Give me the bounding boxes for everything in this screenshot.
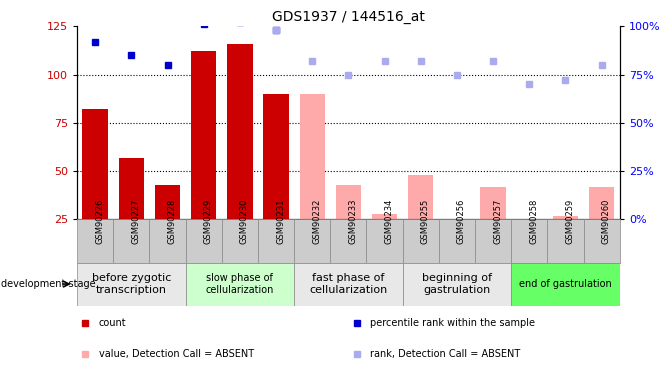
Bar	[372, 214, 397, 219]
Bar	[511, 219, 547, 262]
Bar	[263, 94, 289, 219]
Bar	[584, 219, 620, 262]
Text: GSM90255: GSM90255	[421, 199, 429, 244]
Bar	[403, 219, 439, 262]
Bar	[366, 219, 403, 262]
Bar	[82, 109, 108, 219]
Bar	[119, 158, 144, 219]
Bar	[336, 184, 361, 219]
Bar	[149, 219, 186, 262]
Text: development stage: development stage	[1, 279, 96, 289]
Bar	[439, 219, 475, 262]
Bar	[155, 184, 180, 219]
Text: GSM90234: GSM90234	[385, 199, 393, 244]
Text: beginning of
gastrulation: beginning of gastrulation	[422, 273, 492, 295]
Text: GSM90259: GSM90259	[565, 199, 574, 244]
Bar	[186, 219, 222, 262]
Text: GSM90229: GSM90229	[204, 199, 212, 244]
Bar	[113, 219, 149, 262]
Bar	[511, 262, 620, 306]
Text: GSM90233: GSM90233	[348, 199, 357, 244]
Bar	[186, 262, 294, 306]
Text: GSM90226: GSM90226	[95, 199, 104, 244]
Text: GSM90232: GSM90232	[312, 199, 321, 244]
Bar	[403, 262, 511, 306]
Bar	[258, 219, 294, 262]
Bar	[222, 219, 258, 262]
Text: end of gastrulation: end of gastrulation	[519, 279, 612, 289]
Bar	[553, 216, 578, 219]
Text: GSM90257: GSM90257	[493, 199, 502, 244]
Text: slow phase of
cellularization: slow phase of cellularization	[206, 273, 274, 295]
Text: GSM90227: GSM90227	[131, 199, 140, 244]
Bar	[330, 219, 366, 262]
Text: value, Detection Call = ABSENT: value, Detection Call = ABSENT	[98, 349, 254, 358]
Bar	[408, 175, 433, 219]
Text: GSM90256: GSM90256	[457, 199, 466, 244]
Text: GSM90260: GSM90260	[602, 199, 610, 244]
Bar	[299, 94, 325, 219]
Text: GSM90230: GSM90230	[240, 199, 249, 244]
Bar	[480, 186, 506, 219]
Bar	[191, 51, 216, 219]
Text: fast phase of
cellularization: fast phase of cellularization	[310, 273, 387, 295]
Bar	[475, 219, 511, 262]
Bar	[517, 219, 542, 225]
Text: rank, Detection Call = ABSENT: rank, Detection Call = ABSENT	[370, 349, 521, 358]
Bar	[444, 219, 470, 225]
Text: GSM90228: GSM90228	[168, 199, 176, 244]
Bar	[227, 44, 253, 219]
Bar	[77, 262, 186, 306]
Title: GDS1937 / 144516_at: GDS1937 / 144516_at	[272, 10, 425, 24]
Bar	[294, 219, 330, 262]
Text: GSM90258: GSM90258	[529, 199, 538, 244]
Text: count: count	[98, 318, 127, 328]
Bar	[547, 219, 584, 262]
Bar	[589, 186, 614, 219]
Bar	[77, 219, 113, 262]
Text: before zygotic
transcription: before zygotic transcription	[92, 273, 171, 295]
Bar	[294, 262, 403, 306]
Text: percentile rank within the sample: percentile rank within the sample	[370, 318, 535, 328]
Text: GSM90231: GSM90231	[276, 199, 285, 244]
